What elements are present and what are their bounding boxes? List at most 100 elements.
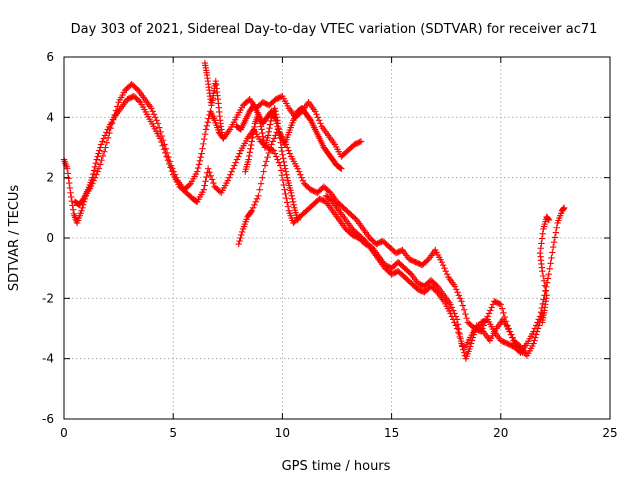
series-track-g <box>242 105 301 224</box>
data-point <box>538 235 546 242</box>
data-point <box>266 145 274 152</box>
y-tick-label: -2 <box>42 291 54 305</box>
data-point <box>510 337 517 344</box>
data-point <box>533 328 541 335</box>
data-point <box>458 298 465 305</box>
data-point <box>249 134 256 142</box>
data-point <box>455 329 462 336</box>
data-point <box>289 195 296 202</box>
data-point <box>285 147 292 154</box>
data-point <box>449 316 457 323</box>
data-point <box>467 343 474 350</box>
y-tick-label: 6 <box>46 50 54 64</box>
data-point <box>148 105 155 112</box>
data-point <box>452 322 460 329</box>
data-point <box>265 149 273 157</box>
data-point <box>337 164 344 172</box>
data-point <box>69 206 77 213</box>
data-point <box>294 165 301 172</box>
y-gridlines <box>64 116 610 360</box>
data-point <box>204 118 211 126</box>
data-point <box>278 172 286 179</box>
data-point <box>67 189 74 196</box>
data-point <box>199 145 206 152</box>
data-point <box>487 307 494 314</box>
data-point <box>274 117 281 124</box>
data-point <box>231 162 238 169</box>
data-point <box>265 128 273 136</box>
data-point <box>299 177 307 184</box>
data-point <box>498 305 506 312</box>
x-tick-label: 25 <box>602 426 617 440</box>
data-point <box>259 133 267 140</box>
data-point <box>247 145 254 152</box>
data-point <box>186 181 193 189</box>
data-point <box>103 129 110 136</box>
x-tick-label: 5 <box>169 426 177 440</box>
data-point <box>257 180 265 187</box>
data-point <box>439 261 447 269</box>
data-point <box>289 198 297 205</box>
data-point <box>463 315 470 322</box>
data-point <box>277 139 284 146</box>
data-point <box>94 168 101 175</box>
data-point <box>279 151 286 158</box>
data-point <box>251 123 258 131</box>
data-point <box>534 325 542 332</box>
data-point <box>532 334 539 341</box>
data-point <box>99 138 106 145</box>
y-tick-label: 2 <box>46 171 54 185</box>
data-point <box>247 208 255 216</box>
data-point <box>539 230 546 237</box>
data-point <box>246 152 253 160</box>
data-point <box>78 207 85 215</box>
data-point <box>257 120 264 127</box>
data-point <box>284 199 291 206</box>
data-point <box>540 277 548 285</box>
data-point <box>488 304 495 311</box>
y-tick-label: 4 <box>46 110 54 124</box>
data-point <box>94 153 101 160</box>
data-point <box>194 164 202 172</box>
data-point <box>457 337 465 345</box>
y-tick-label: -4 <box>42 352 54 366</box>
data-point <box>453 325 461 332</box>
data-point <box>204 165 212 172</box>
data-point <box>443 271 451 278</box>
data-point <box>272 111 280 118</box>
data-point <box>483 316 490 323</box>
data-point <box>462 310 469 318</box>
data-point <box>456 333 463 341</box>
data-point <box>508 334 516 341</box>
data-point <box>552 229 560 236</box>
x-axis-label: GPS time / hours <box>282 459 391 474</box>
data-point <box>255 192 262 199</box>
data-point <box>277 167 285 174</box>
data-point <box>261 162 269 169</box>
data-point <box>260 168 267 175</box>
data-point <box>224 177 231 184</box>
y-axis-ticks: -6 -4 -2 0 2 4 6 <box>42 50 610 426</box>
data-point <box>295 168 303 175</box>
data-point <box>203 122 211 129</box>
data-point <box>447 301 454 308</box>
data-point <box>560 204 568 212</box>
data-point <box>201 135 208 143</box>
data-point <box>194 168 201 175</box>
data-point <box>273 114 280 121</box>
data-point <box>317 120 324 127</box>
data-point <box>298 174 305 181</box>
data-point <box>233 156 241 163</box>
data-point <box>93 156 100 163</box>
data-point <box>239 228 246 236</box>
data-point <box>274 120 282 127</box>
data-point <box>543 292 550 299</box>
data-point <box>511 340 518 347</box>
data-point <box>93 171 100 178</box>
data-point <box>164 156 172 164</box>
data-point <box>195 161 203 168</box>
data-point <box>66 184 74 192</box>
data-point <box>68 193 75 201</box>
data-point <box>547 260 554 267</box>
